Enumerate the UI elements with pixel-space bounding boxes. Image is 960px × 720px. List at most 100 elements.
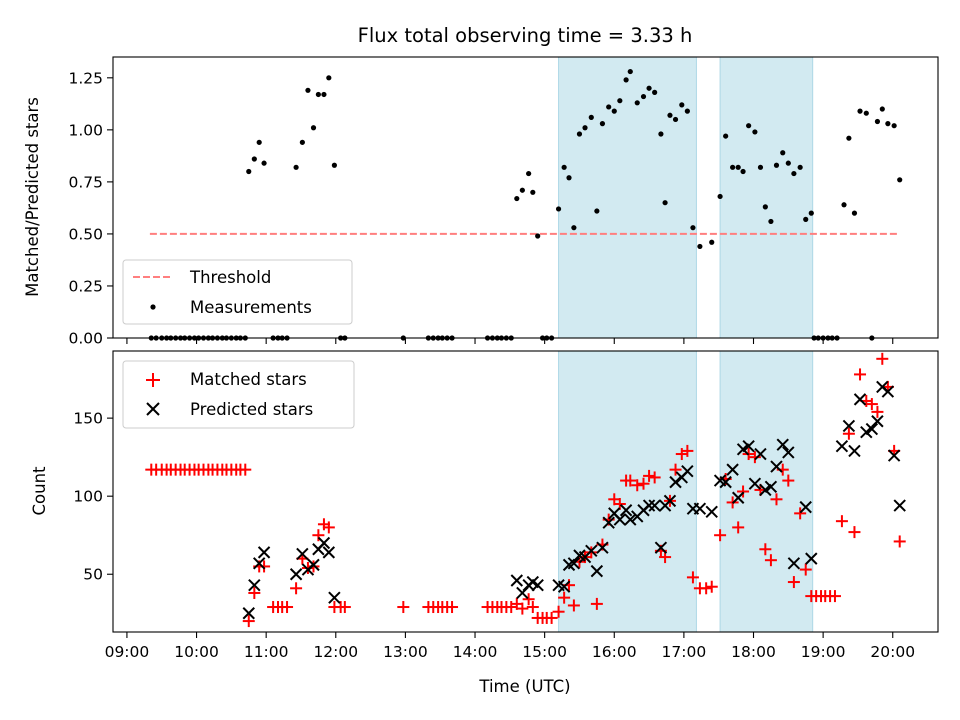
x-axis-label: Time (UTC): [478, 677, 570, 696]
measurement-point: [246, 168, 252, 175]
x-tick-label: 13:00: [383, 643, 428, 661]
measurement-point: [514, 195, 520, 202]
measurement-point: [299, 139, 305, 145]
measurement-point: [730, 164, 736, 170]
measurement-point: [658, 131, 664, 137]
matched-star-point: [567, 599, 580, 612]
matched-star-point: [669, 463, 682, 476]
measurement-point: [797, 164, 803, 170]
measurement-point: [667, 112, 673, 118]
predicted-star-point: [585, 544, 598, 558]
predicted-legend-swatch: [146, 402, 160, 416]
measurement-points: [148, 68, 903, 341]
predicted-star-point: [748, 477, 762, 490]
predicted-star-point: [681, 464, 694, 478]
matched-star-point: [770, 493, 783, 506]
bottom-y-axis-label: Count: [30, 466, 49, 516]
measurement-point: [251, 156, 257, 162]
measurement-point: [561, 164, 567, 170]
measurement-point: [256, 139, 262, 145]
matched-star-point: [624, 474, 637, 487]
predicted-star-point: [731, 491, 745, 504]
predicted-star-point: [322, 546, 336, 559]
matched-star-point: [631, 479, 644, 492]
predicted-star-point: [787, 557, 801, 570]
predicted-star-point: [887, 449, 901, 462]
measurement-point: [331, 162, 337, 168]
measurement-point: [672, 116, 679, 123]
matched-star-point: [876, 352, 889, 365]
measurement-point: [762, 204, 768, 210]
x-tick-label: 17:00: [662, 643, 707, 661]
matched-star-point: [446, 601, 459, 614]
matched-star-point: [893, 535, 906, 548]
predicted-star-point: [663, 494, 677, 508]
predicted-star-point: [654, 541, 668, 554]
measurement-point: [576, 131, 583, 137]
matched-star-point: [648, 471, 661, 484]
measurement-point: [594, 208, 600, 214]
x-tick-label: 11:00: [244, 643, 289, 661]
measurement-point: [326, 75, 332, 81]
top-panel: 0.00 0.25 0.50 0.75 1.00 1.25 Flux total obse…: [23, 24, 939, 348]
matched-star-point: [865, 398, 878, 411]
predicted-star-point: [693, 502, 707, 515]
predicted-star-point: [776, 438, 789, 451]
matched-star-point: [759, 543, 772, 556]
predicted-star-point: [289, 568, 303, 581]
predicted-star-point: [705, 505, 718, 519]
predicted-star-point: [799, 500, 812, 514]
predicted-star-point: [770, 460, 783, 473]
top-y-ticks: 0.00 0.25 0.50 0.75 1.00 1.25: [68, 69, 113, 348]
x-tick-label: 14:00: [453, 643, 498, 661]
measurement-point: [768, 218, 774, 225]
predicted-star-point: [516, 586, 529, 600]
matched-star-point: [794, 507, 807, 520]
x-tick-label: 12:00: [313, 643, 358, 661]
predicted-star-point: [726, 463, 739, 476]
predicted-star-point: [669, 475, 682, 489]
matched-star-point: [281, 601, 294, 614]
matched-star-point: [842, 427, 855, 440]
matched-star-point: [301, 561, 314, 574]
measurement-point: [697, 243, 703, 250]
matched-star-point: [558, 591, 571, 604]
matched-star-point: [338, 601, 351, 614]
x-tick-label: 19:00: [801, 643, 846, 661]
measurement-point: [684, 108, 690, 114]
matched-star-point: [397, 601, 410, 614]
measurement-point: [740, 168, 746, 175]
chart-title: Flux total observing time = 3.33 h: [358, 24, 693, 47]
bottom-x-ticks: 09:00 10:00 11:00 12:00 13:00 14:00 15:00 16:00…: [105, 632, 915, 661]
top-legend-box: [122, 259, 353, 325]
predicted-star-point: [853, 393, 867, 406]
top-y-tick-label: 0.75: [68, 173, 103, 191]
predicted-star-point: [307, 558, 320, 572]
matched-star-point: [732, 521, 745, 534]
predicted-star-point: [624, 513, 637, 526]
predicted-star-point: [317, 536, 331, 550]
predicted-star-point: [805, 552, 818, 565]
measurement-point: [617, 98, 623, 104]
measurement-point: [571, 225, 577, 231]
measurement-point: [566, 175, 572, 181]
measurements-legend-label: Measurements: [190, 298, 312, 317]
matched-star-point: [322, 521, 335, 534]
predicted-star-point: [642, 499, 656, 512]
measurement-point: [885, 121, 891, 127]
predicted-star-point: [742, 440, 755, 453]
measurement-point: [535, 233, 541, 239]
matched-star-point: [637, 477, 650, 490]
measurement-point: [599, 121, 606, 127]
measurement-point: [690, 225, 696, 231]
matched-star-point: [585, 546, 598, 559]
measurement-point: [808, 210, 814, 216]
predicted-star-point: [871, 415, 884, 428]
top-y-tick-label: 0.25: [68, 277, 103, 295]
matched-star-point: [522, 593, 535, 606]
top-legend: Threshold Measurements: [122, 259, 353, 325]
matched-star-point: [239, 463, 252, 476]
measurement-point: [627, 68, 633, 75]
x-tick-label: 16:00: [592, 643, 637, 661]
top-y-tick-label: 1.25: [68, 69, 103, 87]
